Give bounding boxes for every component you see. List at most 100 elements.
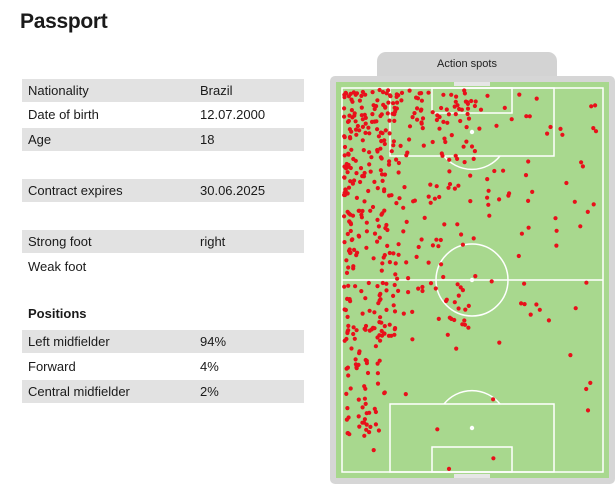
action-spot-dot <box>412 111 417 116</box>
action-spot-dot <box>455 222 460 227</box>
action-spot-dot <box>372 310 377 315</box>
action-spot-dot <box>449 316 454 321</box>
action-spot-dot <box>366 125 371 130</box>
action-spot-dot <box>363 386 368 391</box>
action-spot-dot <box>367 328 372 333</box>
action-spot-dot <box>352 178 357 183</box>
action-spot-dot <box>387 322 392 327</box>
action-spot-dot <box>362 396 367 401</box>
action-spot-dot <box>353 127 359 132</box>
action-spot-dot <box>364 245 369 250</box>
age-label: Age <box>28 132 52 147</box>
action-spot-dot <box>381 102 386 107</box>
action-spot-dot <box>436 316 441 321</box>
action-spot-dot <box>394 94 399 99</box>
action-spot-dot <box>384 288 389 293</box>
action-spot-dot <box>377 293 382 298</box>
action-spot-dot <box>416 286 421 291</box>
action-spots-tab: Action spots <box>377 52 557 78</box>
action-spot-dot <box>358 179 363 185</box>
action-spot-dot <box>441 119 446 124</box>
action-spot-dot <box>449 92 454 97</box>
action-spot-dot <box>486 202 491 207</box>
action-spot-dot <box>419 98 424 103</box>
action-spot-dot <box>469 98 474 104</box>
action-spot-dot <box>346 373 351 378</box>
action-spot-dot <box>489 279 494 284</box>
action-spot-dot <box>445 332 450 337</box>
action-spot-dot <box>367 150 372 155</box>
action-spot-dot <box>392 282 397 288</box>
action-spot-dot <box>579 160 584 165</box>
action-spot-dot <box>347 135 353 140</box>
action-spot-dot <box>382 253 387 258</box>
action-spot-dot <box>392 309 398 314</box>
action-spot-dot <box>376 224 381 229</box>
action-spot-dot <box>391 293 396 298</box>
action-spot-dot <box>428 182 433 187</box>
action-spot-dot <box>466 325 471 330</box>
action-spot-dot <box>456 306 461 311</box>
action-spot-dot <box>411 199 416 204</box>
action-spot-dot <box>392 105 397 110</box>
action-spot-dot <box>509 117 514 122</box>
action-spot-dot <box>353 119 358 124</box>
nationality-label: Nationality <box>28 83 89 98</box>
action-spot-dot <box>353 357 358 362</box>
action-spot-dot <box>377 358 382 363</box>
action-spot-dot <box>416 244 421 250</box>
action-spot-dot <box>439 105 444 111</box>
action-spot-dot <box>422 215 427 220</box>
action-spot-dot <box>387 118 392 123</box>
action-spot-dot <box>380 90 386 95</box>
action-spot-dot <box>462 88 467 93</box>
action-spot-dot <box>445 120 450 125</box>
action-spot-dot <box>389 333 394 338</box>
top-penalty-spot <box>469 129 475 135</box>
action-spot-dot <box>453 99 458 104</box>
action-spot-dot <box>360 138 365 143</box>
action-spot-dot <box>370 112 375 117</box>
nationality-value: Brazil <box>200 83 233 98</box>
action-spot-dot <box>345 170 350 175</box>
action-spot-dot <box>370 90 375 95</box>
action-spot-dot <box>420 116 426 121</box>
action-spot-dot <box>382 390 387 395</box>
action-spot-dot <box>440 153 445 158</box>
action-spot-dot <box>589 104 594 109</box>
action-spot-dot <box>421 143 426 148</box>
strong-foot-label: Strong foot <box>28 234 92 249</box>
action-spot-dot <box>359 289 364 294</box>
page-title: Passport <box>20 10 108 33</box>
action-spot-dot <box>354 365 359 370</box>
action-spot-dot <box>430 110 435 115</box>
action-spot-dot <box>357 351 362 356</box>
action-spot-dot <box>360 420 365 425</box>
action-spot-dot <box>430 243 435 248</box>
action-spot-dot <box>485 195 490 200</box>
action-spot-dot <box>397 196 402 201</box>
action-spot-dot <box>363 296 368 301</box>
action-spot-dot <box>426 90 431 95</box>
action-spot-dot <box>380 211 385 216</box>
action-spot-dot <box>380 178 385 183</box>
action-spot-dot <box>462 322 468 327</box>
action-spot-dot <box>494 123 499 128</box>
action-spot-dot <box>430 139 435 145</box>
action-spot-dot <box>377 87 382 93</box>
action-spot-dot <box>452 186 457 191</box>
action-spot-dot <box>406 276 411 281</box>
action-spot-dot <box>486 188 491 193</box>
action-spot-dot <box>379 328 384 334</box>
action-spot-dot <box>558 126 563 131</box>
center-spot <box>469 277 475 283</box>
action-spot-dot <box>477 126 482 131</box>
action-spot-dot <box>380 261 385 266</box>
action-spot-dot <box>353 92 358 97</box>
action-spot-dot <box>380 280 385 286</box>
action-spot-dot <box>438 237 443 243</box>
action-spot-dot <box>362 326 367 331</box>
action-spot-dot <box>460 242 465 247</box>
action-spot-dot <box>473 274 478 279</box>
action-spot-dot <box>464 125 469 130</box>
